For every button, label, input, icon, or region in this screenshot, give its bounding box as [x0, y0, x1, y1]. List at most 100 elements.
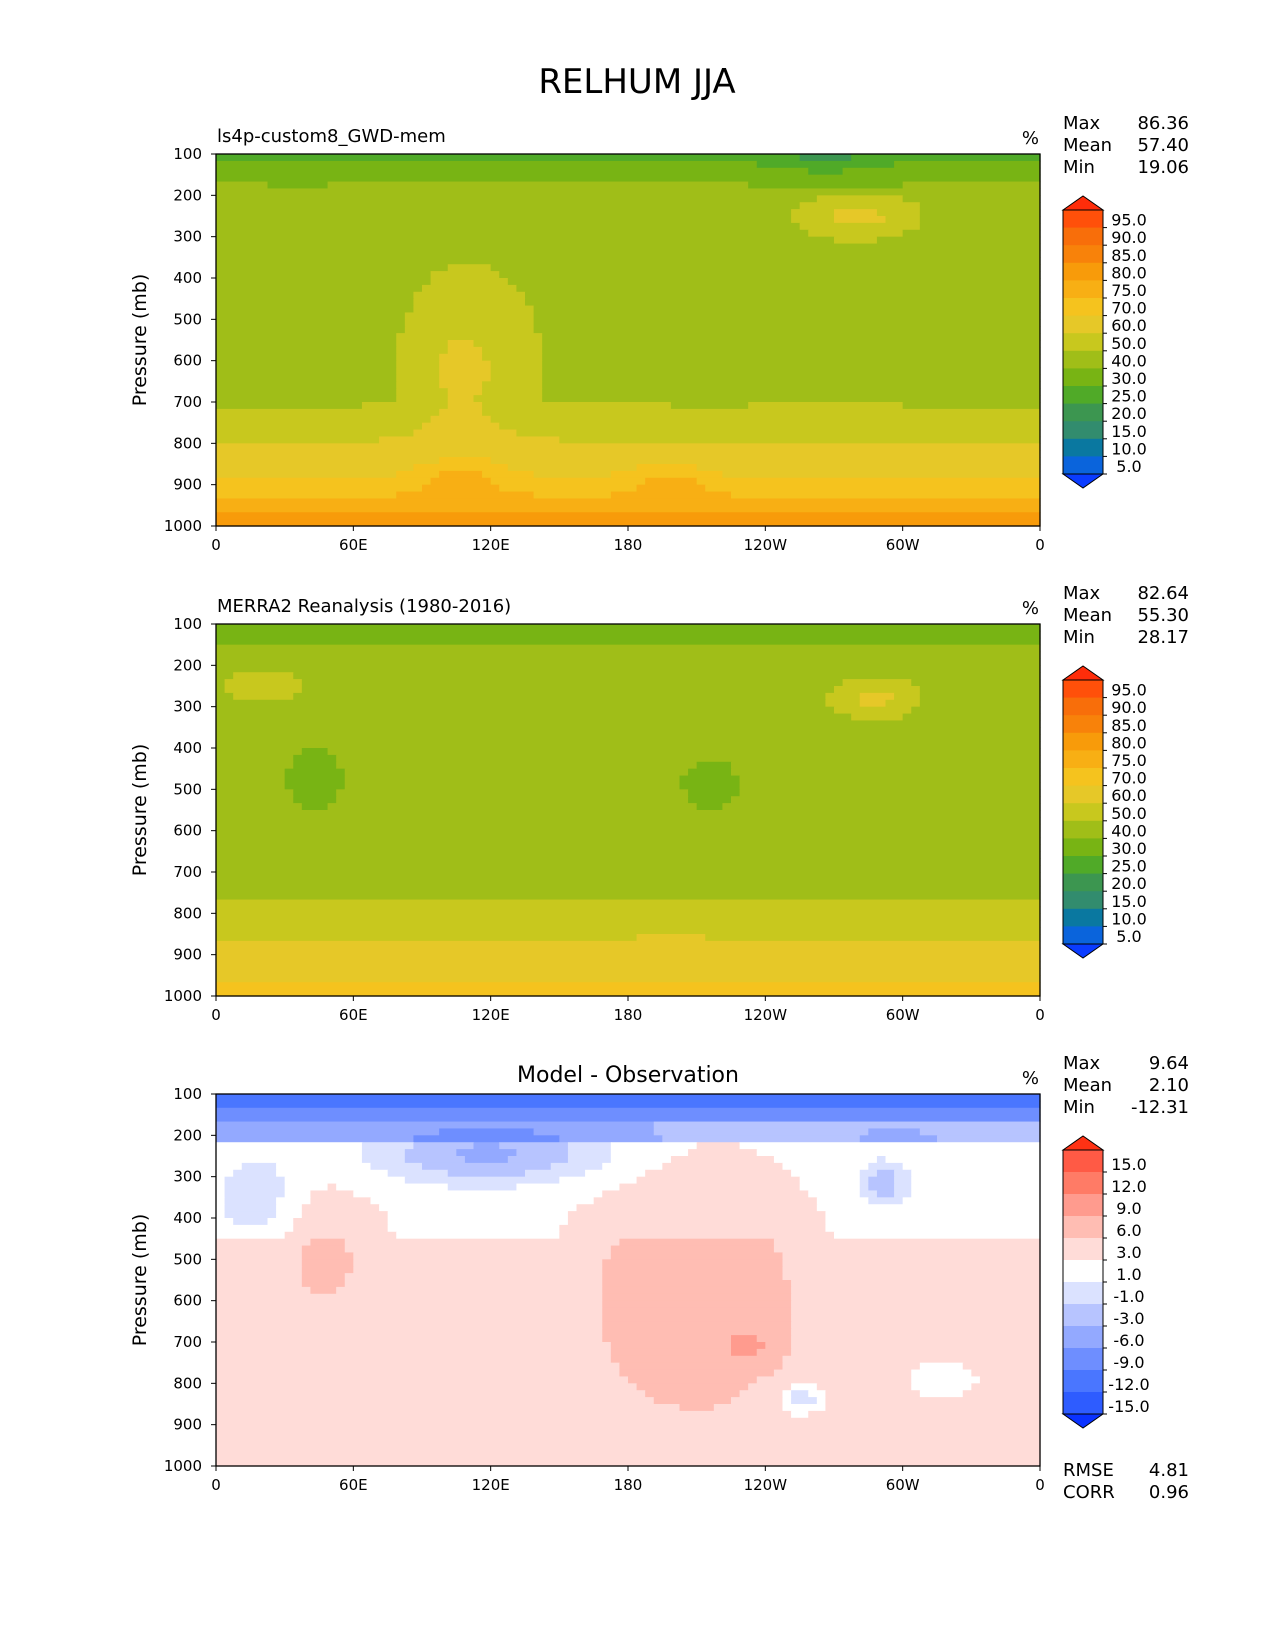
contour-cell: [894, 1183, 912, 1192]
contour-cell: [439, 470, 483, 479]
x-tick-label: 60E: [339, 536, 368, 554]
colorbar-label: 95.0: [1111, 211, 1147, 230]
contour-cell: [216, 665, 1041, 673]
stat-label: Max: [1063, 1053, 1101, 1074]
contour-cell: [216, 954, 1041, 963]
contour-cell: [216, 713, 852, 722]
colorbar-segment: [1063, 227, 1103, 246]
contour-cell: [696, 761, 732, 770]
colorbar-label: 20.0: [1111, 874, 1147, 893]
contour-cell: [216, 291, 415, 300]
contour-cell: [216, 374, 397, 382]
colorbar-label: 3.0: [1116, 1243, 1141, 1262]
contour-cell: [748, 402, 904, 410]
contour-cell: [610, 1348, 732, 1357]
contour-cell: [216, 443, 1041, 451]
contour-cell: [636, 464, 698, 472]
contour-cell: [688, 789, 741, 797]
contour-cell: [301, 686, 835, 694]
colorbar-label: -12.0: [1108, 1375, 1149, 1394]
colorbar-label: 50.0: [1111, 334, 1147, 353]
contour-cell: [688, 768, 732, 777]
x-tick-label: 0: [1035, 1476, 1045, 1494]
contour-cell: [216, 975, 1041, 983]
contour-cell: [791, 1390, 809, 1398]
contour-cell: [499, 422, 1041, 431]
contour-cell: [636, 1176, 801, 1185]
contour-cell: [533, 470, 612, 479]
contour-cell: [499, 271, 1041, 279]
contour-cell: [439, 353, 483, 362]
contour-cell: [233, 1169, 277, 1178]
contour-cell: [216, 457, 440, 465]
contour-cell: [739, 1390, 784, 1398]
stat-label: Max: [1063, 113, 1101, 134]
colorbar-label: 15.0: [1111, 1155, 1147, 1174]
y-tick-label: 300: [173, 698, 202, 716]
contour-cell: [791, 1307, 1041, 1316]
contour-cell: [911, 1183, 1041, 1192]
contour-cell: [894, 1169, 912, 1178]
contour-cell: [482, 346, 543, 355]
contour-cell: [216, 505, 1041, 513]
contour-cell: [919, 686, 1041, 694]
contour-cell: [216, 1190, 226, 1198]
contour-cell: [224, 1204, 277, 1212]
contour-cell: [756, 1335, 792, 1343]
contour-cell: [233, 672, 294, 680]
contour-cell: [353, 1259, 603, 1267]
colorbar-label: -3.0: [1113, 1309, 1144, 1328]
contour-cell: [216, 734, 1041, 742]
contour-cell: [216, 1135, 415, 1143]
contour-cell: [404, 326, 535, 334]
contour-cell: [885, 216, 921, 224]
contour-cell: [791, 209, 835, 217]
y-tick-label: 800: [173, 1374, 202, 1392]
contour-cell: [859, 1183, 869, 1192]
contour-plot: [216, 154, 1041, 527]
contour-cell: [327, 748, 1041, 756]
contour-cell: [773, 1156, 878, 1164]
contour-cell: [971, 1383, 1041, 1391]
contour-cell: [731, 1348, 758, 1357]
contour-cell: [816, 1204, 1041, 1212]
contour-cell: [327, 803, 698, 811]
contour-cell: [507, 1156, 569, 1164]
contour-cell: [533, 491, 612, 500]
contour-cell: [911, 679, 1041, 687]
contour-cell: [430, 477, 492, 486]
contour-cell: [559, 436, 1041, 444]
y-tick-label: 900: [173, 476, 202, 494]
colorbar-label: 5.0: [1116, 927, 1141, 946]
contour-cell: [370, 1197, 595, 1205]
contour-cell: [731, 796, 1041, 804]
y-tick-label: 400: [173, 269, 202, 287]
contour-cell: [241, 1162, 277, 1171]
contour-cell: [696, 1142, 741, 1150]
colorbar-label: 70.0: [1111, 299, 1147, 318]
contour-cell: [791, 1383, 818, 1391]
x-tick-label: 180: [614, 1006, 643, 1024]
contour-cell: [216, 353, 397, 362]
contour-cell: [396, 346, 449, 355]
colorbar-segment: [1063, 386, 1103, 404]
colorbar-segment: [1063, 856, 1103, 874]
contour-cell: [379, 436, 560, 444]
colorbar-label: 40.0: [1111, 821, 1147, 840]
contour-cell: [782, 1355, 1041, 1364]
contour-cell: [301, 748, 329, 756]
y-tick-label: 700: [173, 393, 202, 411]
colorbar-segment: [1063, 438, 1103, 457]
contour-cell: [722, 470, 1041, 479]
contour-cell: [799, 1176, 861, 1185]
contour-cell: [602, 1286, 792, 1295]
contour-cell: [413, 1135, 560, 1143]
contour-cell: [791, 1280, 1041, 1288]
contour-cell: [216, 1321, 603, 1329]
contour-cell: [216, 748, 303, 756]
contour-cell: [396, 395, 449, 403]
colorbar-segment: [1063, 715, 1103, 734]
contour-cell: [911, 1176, 1041, 1185]
x-tick-label: 60W: [886, 1476, 920, 1494]
figure-title: RELHUM JJA: [538, 62, 735, 102]
